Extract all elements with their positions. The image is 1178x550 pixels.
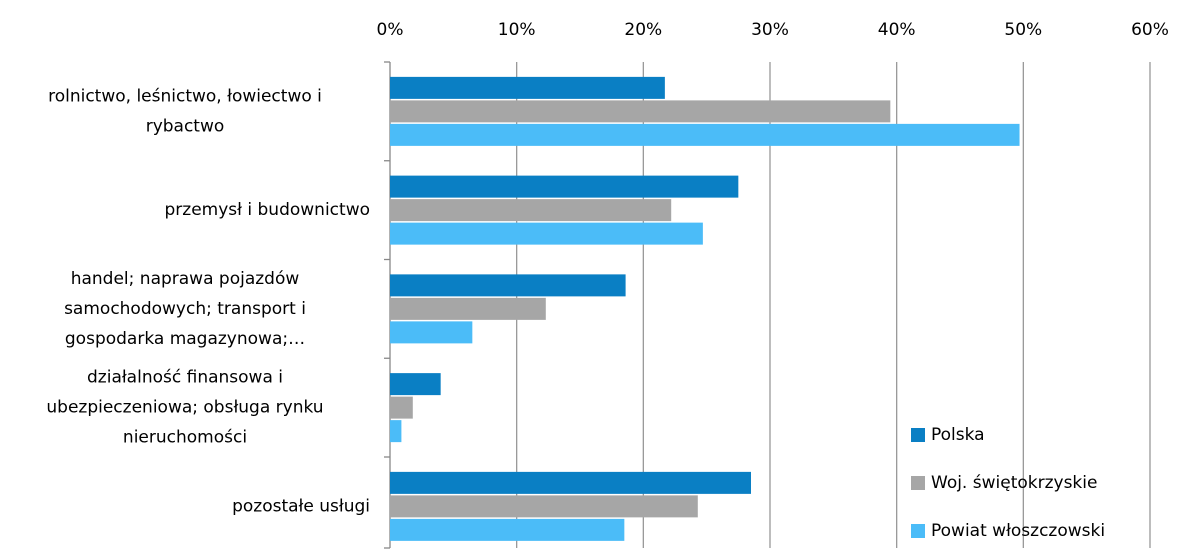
bar — [390, 222, 703, 245]
legend-swatch — [911, 524, 925, 538]
x-tick-label: 30% — [751, 20, 789, 40]
y-tick-label: pozostałe usługi — [232, 496, 370, 516]
legend-swatch — [911, 428, 925, 442]
y-tick-label: handel; naprawa pojazdów samochodowych; t… — [64, 269, 306, 349]
bar — [390, 274, 626, 297]
legend-label: Powiat włoszczowski — [931, 521, 1105, 541]
legend-swatch — [911, 476, 925, 490]
bar — [390, 321, 473, 344]
x-tick-label: 60% — [1131, 20, 1169, 40]
bar — [390, 373, 441, 396]
legend-label: Woj. świętokrzyskie — [931, 473, 1097, 493]
bar — [390, 76, 665, 99]
bar — [390, 175, 739, 198]
x-tick-label: 50% — [1004, 20, 1042, 40]
x-tick-label: 20% — [624, 20, 662, 40]
x-tick-label: 10% — [498, 20, 536, 40]
bar — [390, 420, 402, 443]
y-tick-label: przemysł i budownictwo — [165, 200, 370, 220]
legend-label: Polska — [931, 425, 985, 445]
bar — [390, 471, 751, 494]
y-tick-label: rolnictwo, leśnictwo, łowiectwo i rybactw… — [48, 86, 322, 136]
bar — [390, 495, 698, 518]
bar — [390, 123, 1020, 146]
y-tick-label: działalność finansowa i ubezpieczeniowa; … — [46, 368, 323, 448]
bar — [390, 396, 413, 419]
x-tick-label: 40% — [878, 20, 916, 40]
x-tick-label: 0% — [377, 20, 404, 40]
bar — [390, 199, 672, 222]
bar — [390, 297, 546, 320]
bar — [390, 518, 625, 541]
bar — [390, 100, 891, 123]
